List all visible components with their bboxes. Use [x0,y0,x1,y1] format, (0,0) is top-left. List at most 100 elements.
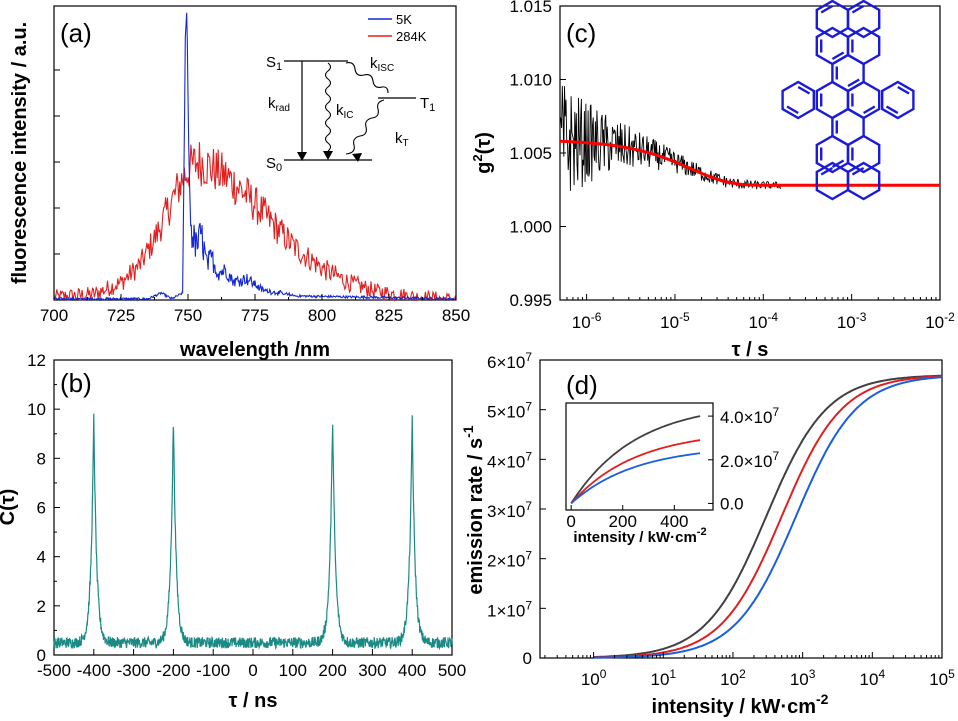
svg-text:intensity / kW·cm-2: intensity / kW·cm-2 [573,526,706,546]
panel-d-xtick-label: 102 [720,667,746,689]
panel-d-xtick-label: 105 [929,667,955,689]
panel-c-ytick-label: 1.015 [509,0,552,16]
panel-b-xtick-label: 300 [358,661,386,680]
panel-c: 10-6 10-5 10-4 10-3 10-2 0.995 1.000 1.005 1.010… [470,0,955,361]
panel-b-xtick-label: -500 [37,661,71,680]
panel-b-xtick-label: 500 [438,661,466,680]
coincidence-histogram-line [53,413,453,651]
inset-xtick-label: 400 [660,512,688,531]
kt-label: kT [395,130,409,149]
panel-a-xtick-label: 800 [308,306,336,325]
panel-d-ytick-label: 1×107 [487,598,532,620]
panel-c-ytick-label: 0.995 [509,291,552,310]
panel-c-xtick-label: 10-3 [837,310,867,332]
panel-b-ytick-label: 0 [37,646,46,665]
panel-d-ytick-label: 2×107 [487,549,532,571]
panel-b-ytick-label: 12 [27,351,46,370]
panel-b-xtick-label: -400 [77,661,111,680]
panel-d-inset-xlabel: intensity / kW·cm-2 [573,526,706,546]
legend-label-284k: 284K [396,29,427,44]
panel-d-ytick-label: 3×107 [487,499,532,521]
panel-a-series [53,12,457,302]
panel-d-xtick-label: 104 [860,667,886,689]
panel-d-ytick-label: 6×107 [487,350,532,372]
kic-wavy-arrow [324,62,332,152]
panel-d-ylabel: emission rate / s-1 [460,425,487,594]
saturation-curve-1 [593,375,943,659]
panel-c-xtick-label: 10-2 [925,310,955,332]
panel-a-xtick-label: 775 [241,306,269,325]
panel-d-ytick-label: 5×107 [487,400,532,422]
panel-b-ytick-label: 10 [27,400,46,419]
saturation-curve-0 [593,374,943,659]
panel-c-xtick-label: 10-4 [749,310,779,332]
panel-d-inset-series [570,415,701,505]
panel-b-series [53,413,453,651]
panel-a-xtick-label: 700 [40,306,68,325]
panel-b-ylabel: C(τ) [0,489,19,526]
panel-b-xtick-label: 400 [398,661,426,680]
panel-d: 100 101 102 103 104 105 0 1×107 2×107 3×107 4×107 5… [460,350,955,718]
molecule-double-bond [885,105,899,115]
inset-curve-0 [570,415,701,504]
panel-b-ytick-label: 2 [37,597,46,616]
panel-c-ylabel: g2(τ) [470,132,495,174]
krad-arrowhead [297,152,307,161]
svg-text:g2(τ): g2(τ) [470,132,495,174]
panel-b-ytick-label: 8 [37,449,46,468]
level-s0-label: S0 [266,155,282,174]
panel-a-xlabel: wavelength /nm [179,339,330,361]
panel-a-label: (a) [60,18,92,48]
molecule-ring [846,134,881,174]
panel-b-xlabel: τ / ns [229,690,278,712]
inset-ytick-label: 4.0×107 [720,405,779,427]
molecule-ring [781,80,815,120]
panel-c-xlabel: τ / s [732,339,769,361]
molecule-double-bond [820,4,834,14]
panel-d-ytick-label: 0 [523,649,532,668]
panel-c-frame [559,5,941,301]
panel-a-xtick-label: 825 [375,306,403,325]
inset-xtick-label: 200 [609,512,637,531]
panel-a-ylabel: fluorescence intensity / a.u. [9,22,31,284]
molecule-double-bond [820,166,834,176]
panel-c-series [559,85,940,191]
molecule-double-bond [831,51,845,61]
molecule-double-bond [851,4,865,14]
molecule-ring [881,80,915,120]
panel-a-xtick-label: 750 [174,306,202,325]
panel-b-xtick-label: 100 [279,661,307,680]
inset-curve-1 [570,439,701,504]
panel-a-legend: 5K 284K [368,12,427,44]
level-t1-label: T1 [420,95,435,114]
molecule-double-bond [847,78,860,88]
panel-b-ticks: -500 -400 -300 -200 -100 0 100 200 300 400 500 0 2 4 6… [27,351,466,680]
panel-c-ytick-label: 1.000 [509,218,552,237]
panel-c-label: (c) [566,18,596,48]
panel-d-xtick-label: 103 [790,667,816,689]
molecule-double-bond [862,105,876,115]
series-284k-line [53,142,457,302]
panel-c-ytick-label: 1.010 [509,71,552,90]
panel-d-inset-ticks: 0 200 400 0.0 2.0×107 4.0×107 [566,405,779,531]
panel-d-label: (d) [566,370,598,400]
panel-d-series [593,374,943,659]
kt-arrowhead [352,153,362,162]
panel-d-ticks: 100 101 102 103 104 105 0 1×107 2×107 3×107 4×107 5… [487,350,955,689]
panel-c-ticks: 10-6 10-5 10-4 10-3 10-2 0.995 1.000 1.005 1.010… [509,0,955,332]
panel-b-xtick-label: -200 [156,661,190,680]
molecule-structure [781,0,915,201]
panel-b-xtick-label: -300 [117,661,151,680]
molecule-ring [846,161,881,201]
panel-d-xtick-label: 101 [650,667,676,689]
inset-curve-2 [570,452,701,505]
series-5k-line [53,12,457,302]
kic-arrowhead [323,151,333,160]
svg-text:emission rate / s-1: emission rate / s-1 [460,425,487,594]
panel-b-xtick-label: -100 [196,661,230,680]
inset-ytick-label: 2.0×107 [720,449,779,471]
panel-d-xtick-label: 100 [581,667,607,689]
panel-a-xtick-label: 725 [107,306,135,325]
panel-a-ticks: 700 725 750 775 800 825 850 [40,69,470,325]
krad-label: krad [268,95,290,114]
